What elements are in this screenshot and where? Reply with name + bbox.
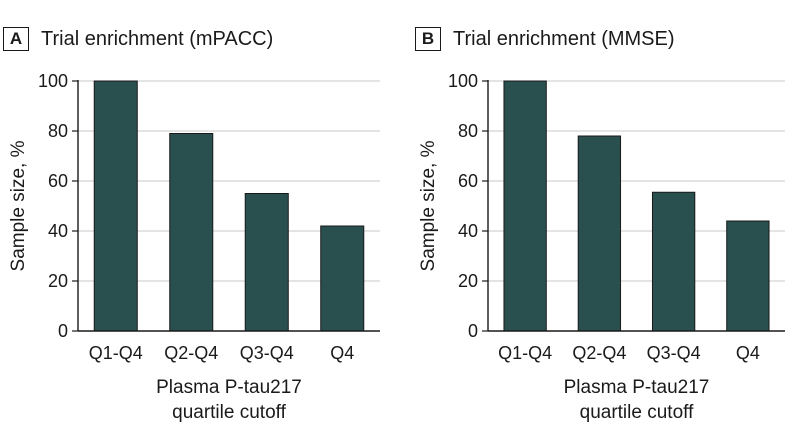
x-axis-title: Plasma P-tau217 [564, 377, 710, 398]
y-tick-label: 100 [448, 71, 478, 91]
y-tick-label: 40 [48, 221, 68, 241]
x-tick-label: Q2-Q4 [164, 343, 218, 363]
chart-b: 0 20 40 60 80 100 Q1-Q4 Q2-Q4 Q3-Q4 Q4 Plasma P-ta… [418, 71, 785, 423]
x-tick-label: Q3-Q4 [647, 343, 701, 363]
x-tick-label: Q2-Q4 [572, 343, 626, 363]
panel-letter: A [3, 27, 29, 51]
bar [726, 220, 770, 332]
bar [244, 193, 289, 332]
panel-a-header: A Trial enrichment (mPACC) [3, 24, 273, 54]
y-axis-title: Sample size, % [8, 140, 29, 271]
y-tick-label: 80 [48, 121, 68, 141]
panel-letter: B [415, 27, 441, 51]
bar [169, 133, 214, 332]
bar [651, 191, 696, 332]
y-tick-label: 40 [458, 221, 478, 241]
x-axis-title: quartile cutoff [172, 402, 286, 423]
x-axis-title: quartile cutoff [580, 402, 694, 423]
x-tick-label: Q1-Q4 [89, 343, 143, 363]
chart-title: Trial enrichment (MMSE) [453, 27, 675, 50]
x-tick-label: Q4 [330, 343, 354, 363]
x-tick-label: Q4 [736, 343, 760, 363]
bar [503, 80, 547, 332]
y-axis-title: Sample size, % [418, 140, 439, 271]
panel-b-header: B Trial enrichment (MMSE) [415, 24, 675, 54]
panel-b: 0 20 40 60 80 100 Q1-Q4 Q2-Q4 Q3-Q4 Q4 Plasma P-ta… [399, 0, 798, 443]
x-axis-title: Plasma P-tau217 [156, 377, 302, 398]
panel-a: 0 20 40 60 80 100 Q1-Q4 Q2-Q4 Q3-Q4 Q4 Plasma P-ta… [3, 24, 380, 423]
y-tick-label: 60 [48, 171, 68, 191]
y-tick-label: 60 [458, 171, 478, 191]
y-tick-label: 20 [48, 271, 68, 291]
bar [577, 135, 622, 332]
chart-title: Trial enrichment (mPACC) [41, 27, 274, 50]
y-tick-label: 0 [468, 321, 478, 341]
chart-a: 0 20 40 60 80 100 Q1-Q4 Q2-Q4 Q3-Q4 Q4 Plasma P-ta… [8, 71, 380, 423]
bar [320, 225, 365, 332]
y-tick-label: 20 [458, 271, 478, 291]
x-tick-label: Q3-Q4 [240, 343, 294, 363]
y-tick-label: 0 [58, 321, 68, 341]
y-tick-label: 80 [458, 121, 478, 141]
bar [93, 80, 138, 332]
y-tick-label: 100 [38, 71, 68, 91]
x-tick-label: Q1-Q4 [498, 343, 552, 363]
